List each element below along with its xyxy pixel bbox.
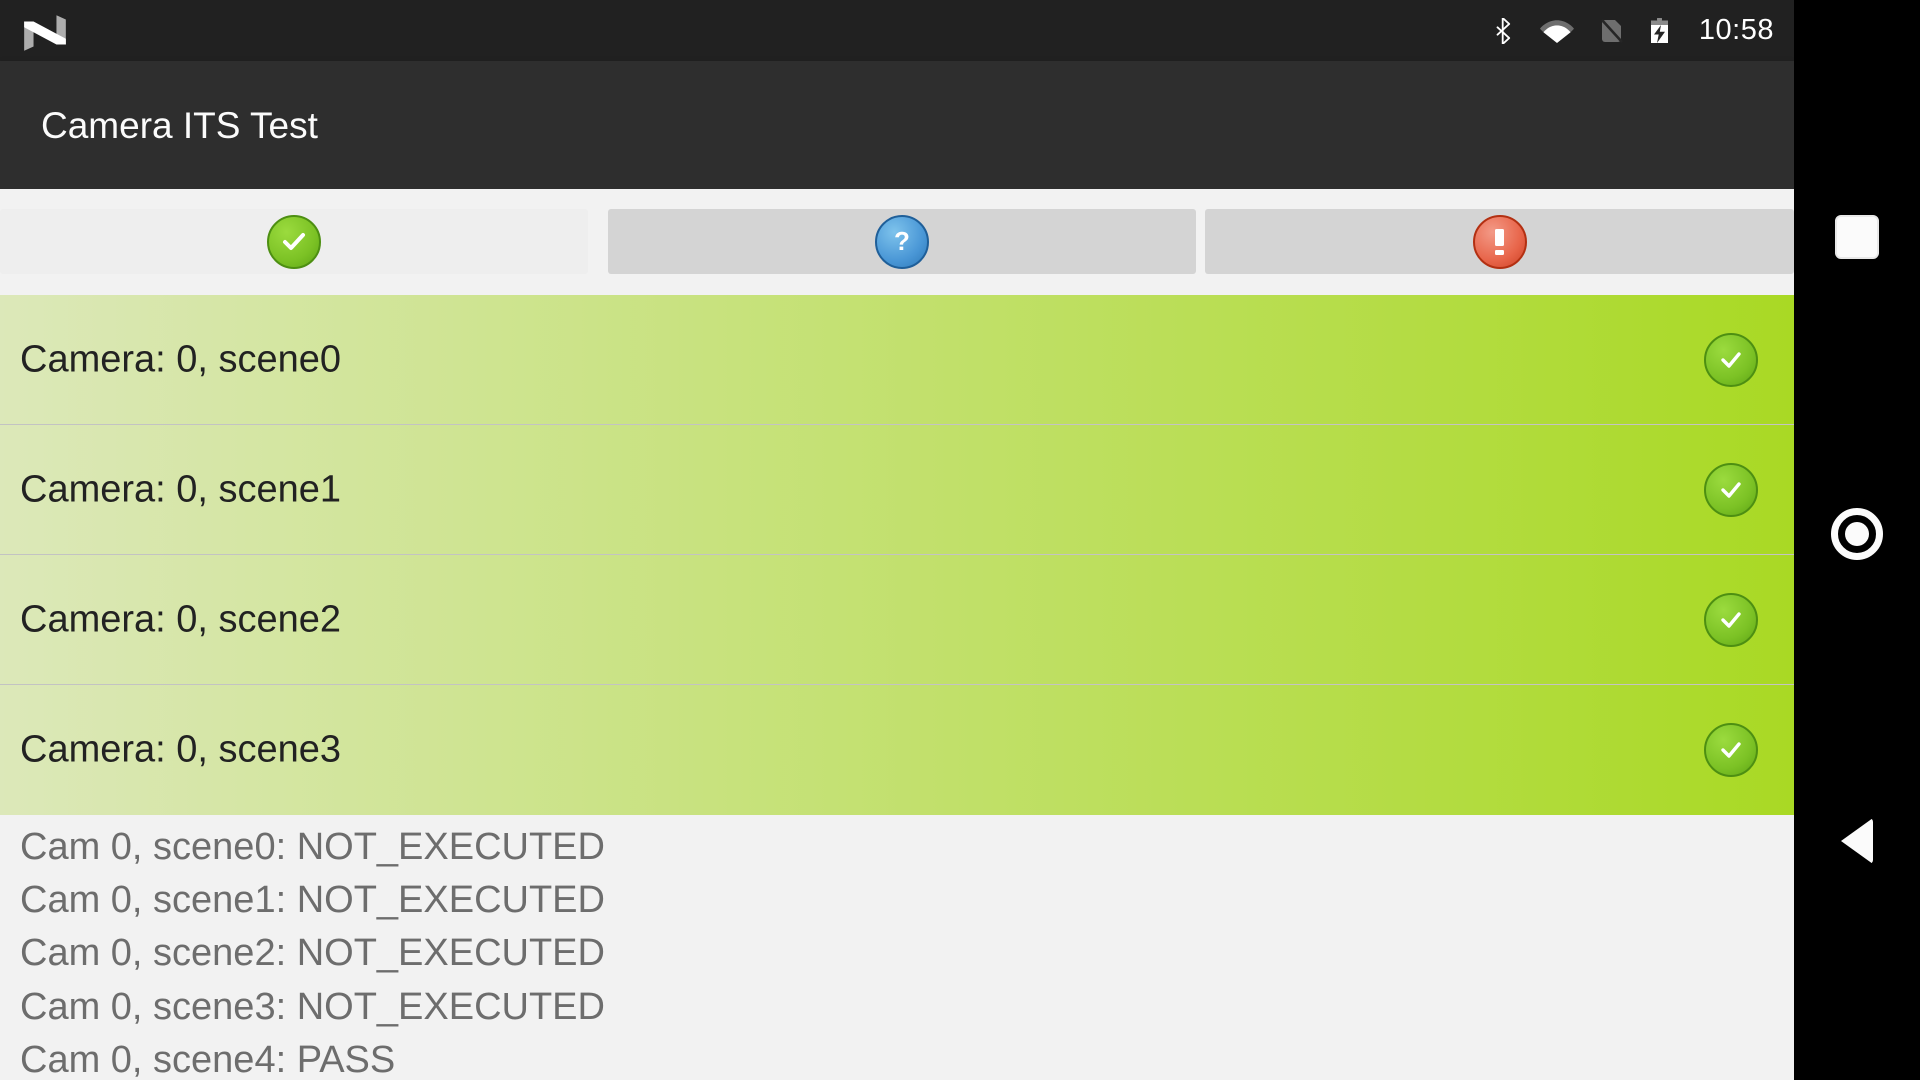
svg-text:?: ? bbox=[894, 227, 910, 256]
